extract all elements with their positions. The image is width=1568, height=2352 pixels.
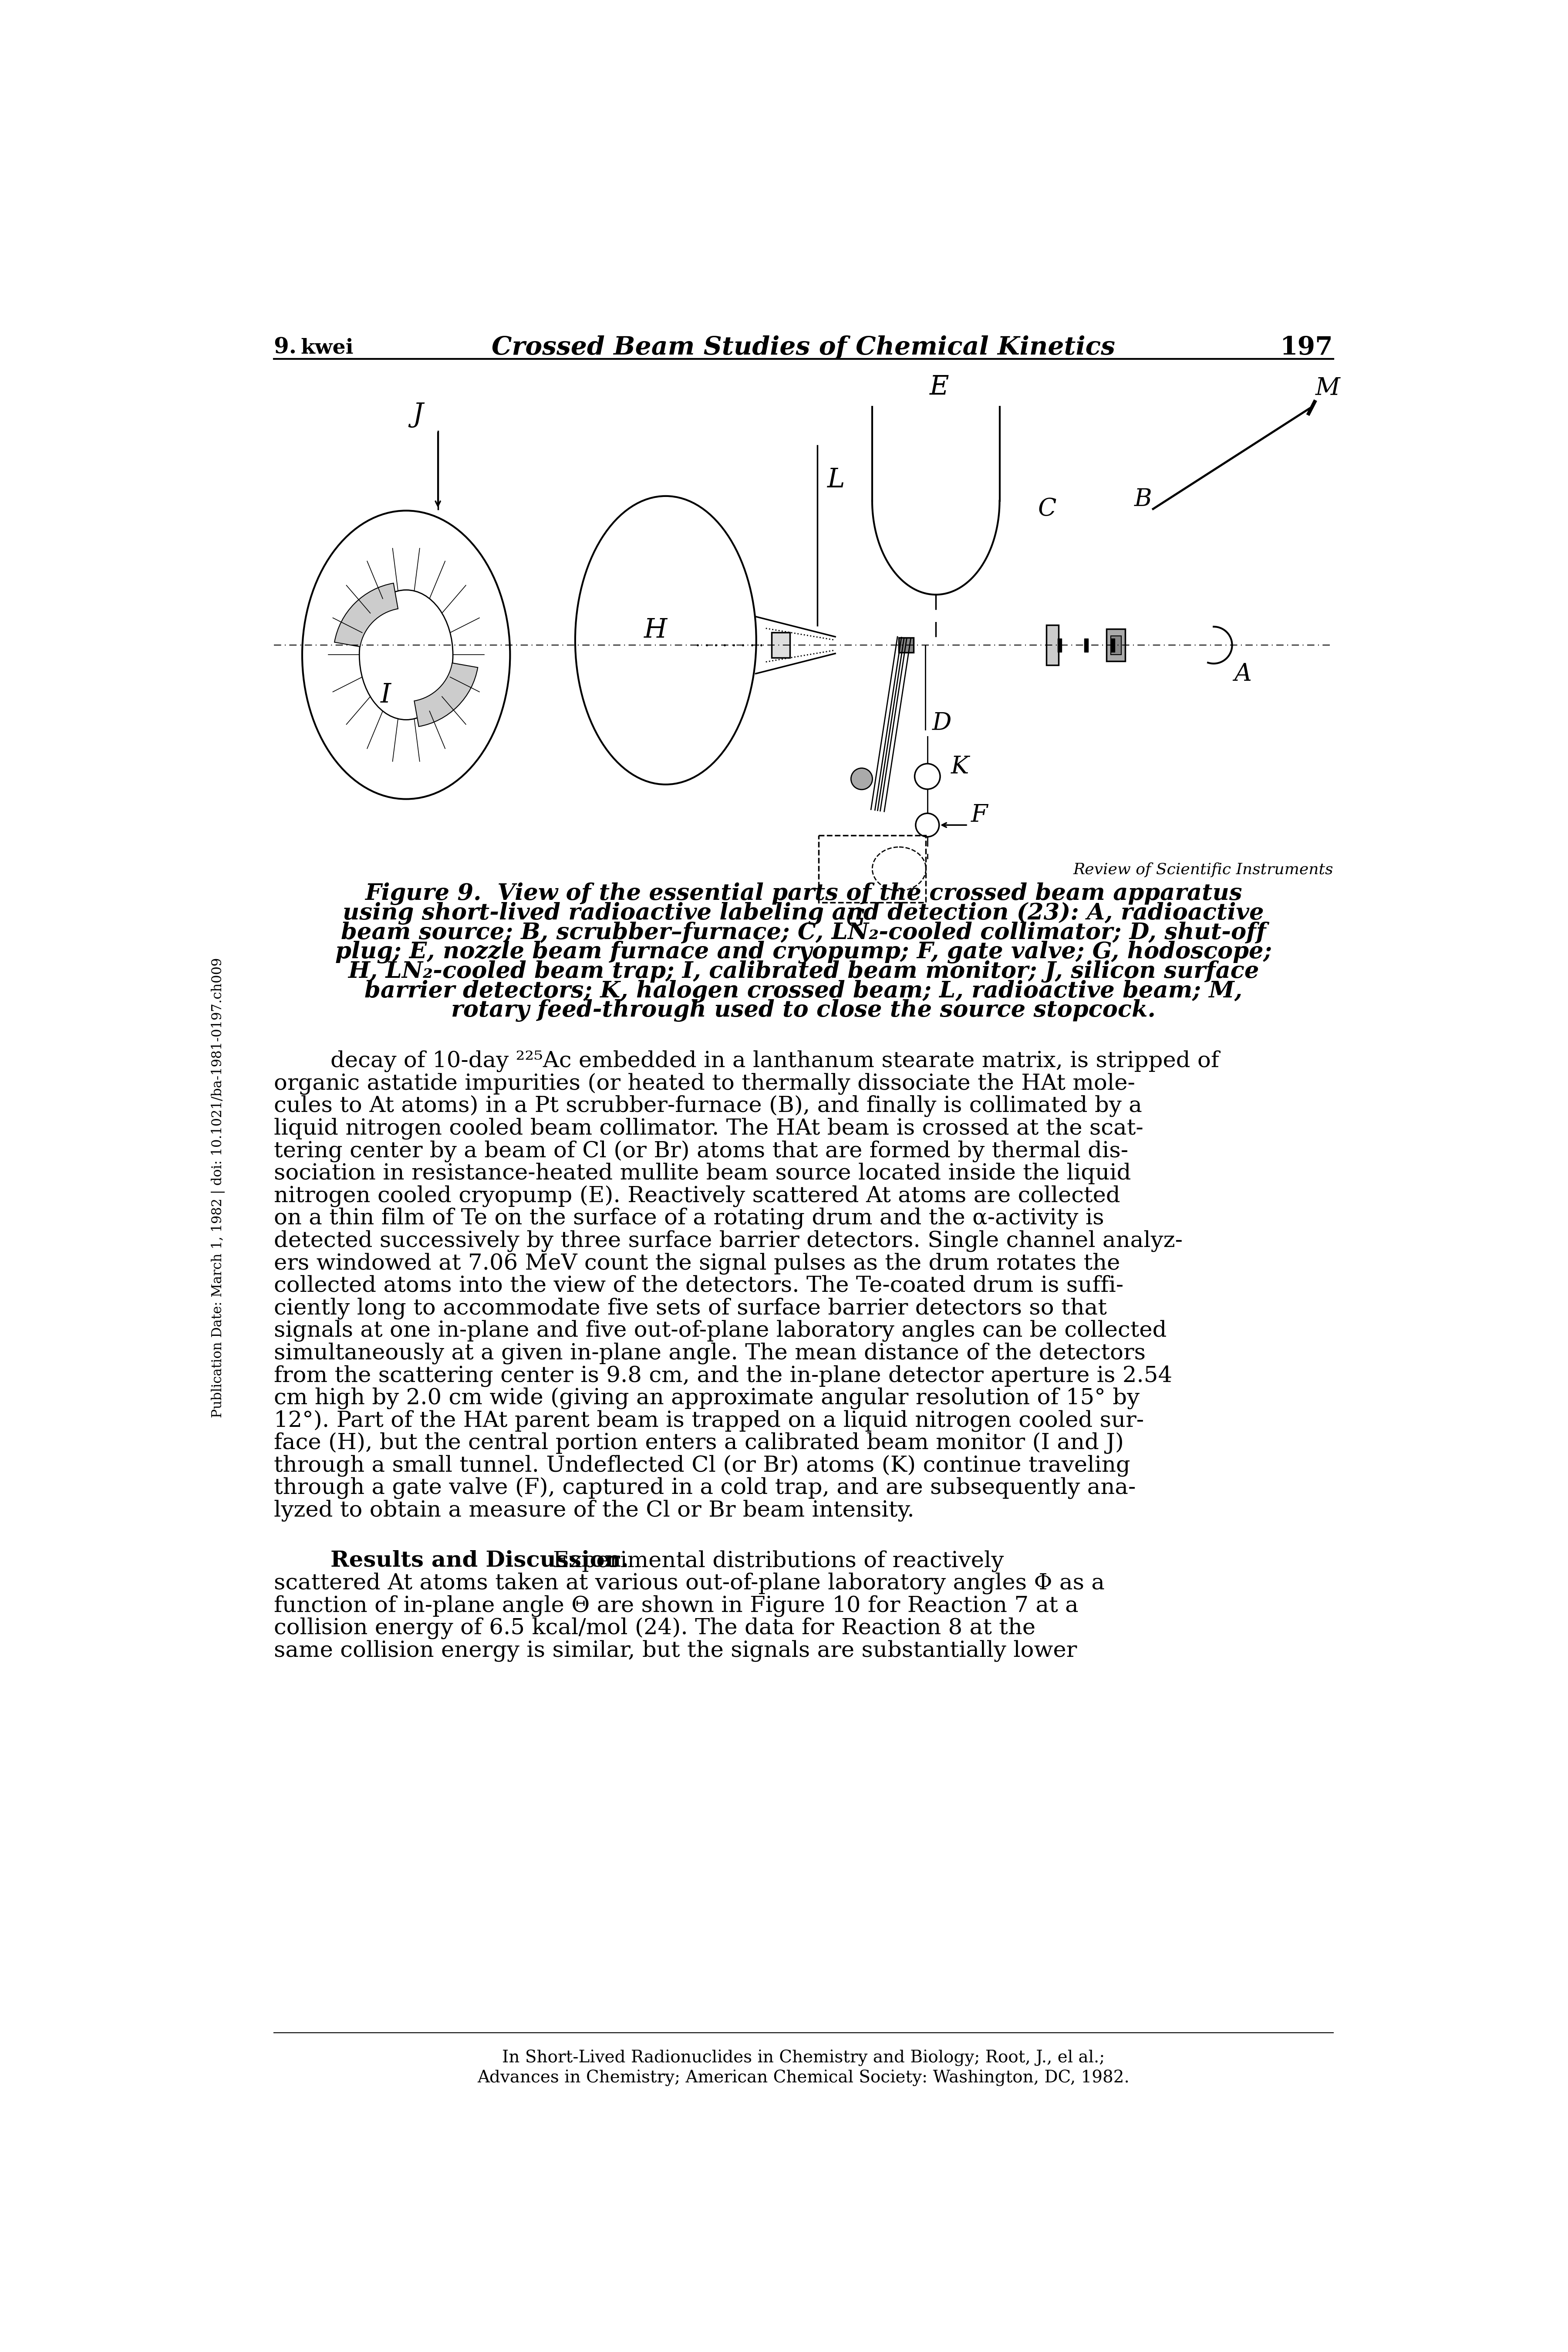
Bar [1058, 637, 1062, 652]
Text: detected successively by three surface barrier detectors. Single channel analyz-: detected successively by three surface b… [274, 1230, 1182, 1251]
Bar [1083, 637, 1088, 652]
Text: sociation in resistance-heated mullite beam source located inside the liquid: sociation in resistance-heated mullite b… [274, 1162, 1131, 1183]
Text: cules to At atoms) in a Pt scrubber-furnace (B), and finally is collimated by a: cules to At atoms) in a Pt scrubber-furn… [274, 1096, 1142, 1117]
Text: H: H [644, 616, 668, 642]
Text: beam source; B, scrubber–furnace; C, LN₂-cooled collimator; D, shut-off: beam source; B, scrubber–furnace; C, LN₂… [340, 922, 1265, 943]
Text: on a thin film of Te on the surface of a rotating drum and the α-activity is: on a thin film of Te on the surface of a… [274, 1207, 1104, 1230]
Text: L: L [828, 466, 845, 494]
Text: B: B [1134, 487, 1152, 510]
Text: ciently long to accommodate five sets of surface barrier detectors so that: ciently long to accommodate five sets of… [274, 1298, 1107, 1319]
Text: 12°). Part of the HAt parent beam is trapped on a liquid nitrogen cooled sur-: 12°). Part of the HAt parent beam is tra… [274, 1409, 1143, 1432]
Text: liquid nitrogen cooled beam collimator. The HAt beam is crossed at the scat-: liquid nitrogen cooled beam collimator. … [274, 1117, 1143, 1138]
Text: through a small tunnel. Undeflected Cl (or Br) atoms (K) continue traveling: through a small tunnel. Undeflected Cl (… [274, 1456, 1131, 1477]
Text: M: M [1316, 376, 1341, 400]
Text: rotary feed-through used to close the source stopcock.: rotary feed-through used to close the so… [452, 1000, 1156, 1021]
Bar [818, 835, 927, 903]
Text: Results and Discussion.: Results and Discussion. [331, 1550, 629, 1571]
Text: kwei: kwei [301, 339, 353, 358]
Text: function of in-plane angle Θ are shown in Figure 10 for Reaction 7 at a: function of in-plane angle Θ are shown i… [274, 1595, 1079, 1616]
Bar [1110, 635, 1121, 654]
Text: lyzed to obtain a measure of the Cl or Br beam intensity.: lyzed to obtain a measure of the Cl or B… [274, 1501, 914, 1522]
Text: Crossed Beam Studies of Chemical Kinetics: Crossed Beam Studies of Chemical Kinetic… [492, 336, 1115, 360]
Text: G: G [845, 908, 866, 931]
Text: ers windowed at 7.06 MeV count the signal pulses as the drum rotates the: ers windowed at 7.06 MeV count the signa… [274, 1254, 1120, 1275]
Text: 197: 197 [1279, 336, 1333, 360]
Wedge shape [414, 663, 478, 727]
Text: face (H), but the central portion enters a calibrated beam monitor (I and J): face (H), but the central portion enters… [274, 1432, 1124, 1454]
Text: barrier detectors; K, halogen crossed beam; L, radioactive beam; M,: barrier detectors; K, halogen crossed be… [364, 981, 1242, 1002]
Bar [771, 633, 790, 659]
Text: C: C [1038, 496, 1057, 520]
Text: using short-lived radioactive labeling and detection (23): A, radioactive: using short-lived radioactive labeling a… [343, 903, 1264, 924]
Text: Experimental distributions of reactively: Experimental distributions of reactively [538, 1550, 1004, 1571]
Text: collision energy of 6.5 kcal/mol (24). The data for Reaction 8 at the: collision energy of 6.5 kcal/mol (24). T… [274, 1618, 1035, 1639]
Circle shape [851, 769, 872, 790]
Text: Review of Scientific Instruments: Review of Scientific Instruments [1073, 863, 1333, 877]
Text: same collision energy is similar, but the signals are substantially lower: same collision energy is similar, but th… [274, 1639, 1077, 1661]
Text: D: D [931, 710, 952, 734]
Bar [1046, 626, 1058, 666]
Text: F: F [971, 802, 988, 828]
Text: J: J [412, 402, 423, 428]
Text: Advances in Chemistry; American Chemical Society: Washington, DC, 1982.: Advances in Chemistry; American Chemical… [477, 2070, 1129, 2086]
Text: K: K [950, 755, 969, 779]
Text: decay of 10-day ²²⁵Ac embedded in a lanthanum stearate matrix, is stripped of: decay of 10-day ²²⁵Ac embedded in a lant… [331, 1051, 1220, 1073]
Text: organic astatide impurities (or heated to thermally dissociate the HAt mole-: organic astatide impurities (or heated t… [274, 1073, 1135, 1094]
Bar [898, 637, 914, 652]
Text: signals at one in-plane and five out-of-plane laboratory angles can be collected: signals at one in-plane and five out-of-… [274, 1319, 1167, 1341]
Bar [1110, 637, 1115, 652]
Text: scattered At atoms taken at various out-of-plane laboratory angles Φ as a: scattered At atoms taken at various out-… [274, 1573, 1104, 1595]
Text: cm high by 2.0 cm wide (giving an approximate angular resolution of 15° by: cm high by 2.0 cm wide (giving an approx… [274, 1388, 1140, 1409]
Text: through a gate valve (F), captured in a cold trap, and are subsequently ana-: through a gate valve (F), captured in a … [274, 1477, 1135, 1498]
Text: E: E [930, 374, 949, 400]
Bar [1107, 628, 1126, 661]
Text: I: I [381, 682, 392, 708]
Text: from the scattering center is 9.8 cm, and the in-plane detector aperture is 2.54: from the scattering center is 9.8 cm, an… [274, 1364, 1173, 1388]
Wedge shape [334, 583, 398, 647]
Text: simultaneously at a given in-plane angle. The mean distance of the detectors: simultaneously at a given in-plane angle… [274, 1343, 1145, 1364]
Text: Publication Date: March 1, 1982 | doi: 10.1021/ba-1981-0197.ch009: Publication Date: March 1, 1982 | doi: 1… [212, 957, 226, 1418]
Text: nitrogen cooled cryopump (E). Reactively scattered At atoms are collected: nitrogen cooled cryopump (E). Reactively… [274, 1185, 1120, 1207]
Text: plug; E, nozzle beam furnace and cryopump; F, gate valve; G, hodoscope;: plug; E, nozzle beam furnace and cryopum… [336, 941, 1272, 964]
Text: Figure 9.  View of the essential parts of the crossed beam apparatus: Figure 9. View of the essential parts of… [365, 882, 1242, 906]
Text: A: A [1234, 663, 1251, 687]
Text: 9.: 9. [274, 336, 312, 358]
Text: In Short-Lived Radionuclides in Chemistry and Biology; Root, J., el al.;: In Short-Lived Radionuclides in Chemistr… [502, 2049, 1105, 2065]
Text: H, LN₂-cooled beam trap; I, calibrated beam monitor; J, silicon surface: H, LN₂-cooled beam trap; I, calibrated b… [348, 960, 1259, 983]
Text: collected atoms into the view of the detectors. The Te-coated drum is suffi-: collected atoms into the view of the det… [274, 1275, 1123, 1296]
Text: tering center by a beam of Cl (or Br) atoms that are formed by thermal dis-: tering center by a beam of Cl (or Br) at… [274, 1141, 1127, 1162]
